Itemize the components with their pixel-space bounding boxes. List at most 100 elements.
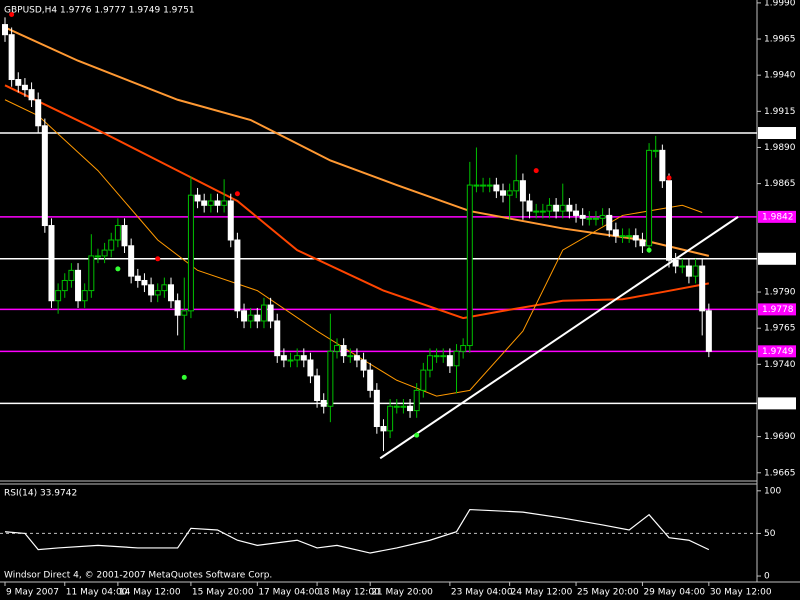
candle-body xyxy=(380,426,387,432)
candle-body xyxy=(340,345,347,357)
candle-body xyxy=(41,125,48,227)
candle-body xyxy=(161,284,168,292)
x-tick-label: 24 May 12:00 xyxy=(511,588,573,598)
candle-body xyxy=(413,389,420,412)
candle-body xyxy=(692,265,699,277)
candle-body xyxy=(639,239,646,247)
candle-body xyxy=(646,149,653,247)
y-tick-label: 1.9690 xyxy=(764,432,796,442)
candle-body xyxy=(68,269,75,281)
chart-title: GBPUSD,H4 1.9776 1.9777 1.9749 1.9751 xyxy=(4,6,195,16)
candle-body xyxy=(599,214,606,219)
y-tick-label: 1.9790 xyxy=(764,288,796,298)
y-tick-label: 1.9990 xyxy=(764,0,796,8)
candle-body xyxy=(287,359,294,362)
candle-body xyxy=(55,290,62,302)
candle-body xyxy=(214,200,221,206)
fractal-dot xyxy=(9,11,15,17)
x-tick-label: 11 May 04:00 xyxy=(66,588,128,598)
candle-body xyxy=(453,350,460,367)
candle-body xyxy=(426,355,433,371)
candle-body xyxy=(254,314,261,322)
candle-body xyxy=(480,184,487,187)
candle-body xyxy=(154,290,161,296)
candle-body xyxy=(606,214,613,231)
level-label: 1.9778 xyxy=(762,305,794,315)
fractal-dot xyxy=(666,175,672,181)
candle-body xyxy=(181,310,188,316)
candle-body xyxy=(612,229,619,237)
candle-body xyxy=(15,79,22,86)
moving-average xyxy=(4,99,703,397)
candle-body xyxy=(307,359,314,377)
candle-body xyxy=(699,265,706,312)
candle-body xyxy=(579,214,586,219)
candle-body xyxy=(659,149,666,182)
candle-body xyxy=(652,149,659,152)
fractal-dot xyxy=(181,374,187,380)
candle-body xyxy=(486,184,493,187)
candle-body xyxy=(234,239,241,312)
candle-body xyxy=(48,225,55,302)
candle-body xyxy=(705,310,712,352)
x-tick-label: 14 May 12:00 xyxy=(119,588,181,598)
candle-body xyxy=(194,194,201,202)
candle-body xyxy=(260,304,267,322)
candle-body xyxy=(393,405,400,408)
y-tick-label: 1.9890 xyxy=(764,143,796,153)
candle-body xyxy=(460,345,467,352)
candle-body xyxy=(500,190,506,196)
level-label-box xyxy=(758,397,796,410)
candle-body xyxy=(134,275,141,281)
level-label-box xyxy=(758,345,796,358)
candle-body xyxy=(685,265,692,277)
candle-body xyxy=(35,99,42,127)
level-label: 1.9749 xyxy=(762,347,794,357)
candle-body xyxy=(400,405,407,408)
trendline xyxy=(379,216,739,460)
x-tick-label: 18 May 12:00 xyxy=(318,588,380,598)
candle-body xyxy=(573,210,580,216)
candle-body xyxy=(586,217,593,220)
candle-body xyxy=(672,259,679,267)
candle-body xyxy=(367,369,374,391)
candle-body xyxy=(566,204,573,212)
candle-body xyxy=(101,249,108,257)
candle-body xyxy=(353,355,360,361)
y-tick-label: 1.9965 xyxy=(764,35,796,45)
x-tick-label: 23 May 04:00 xyxy=(451,588,513,598)
candle-body xyxy=(294,355,301,361)
x-tick-label: 29 May 04:00 xyxy=(643,588,705,598)
candle-body xyxy=(148,284,155,296)
candle-body xyxy=(267,304,274,322)
candle-body xyxy=(168,284,174,302)
candle-body xyxy=(513,180,520,192)
candle-body xyxy=(632,235,639,241)
x-tick-label: 21 May 20:00 xyxy=(371,588,433,598)
candle-body xyxy=(619,235,626,238)
candle-body xyxy=(387,405,394,432)
candle-body xyxy=(241,310,248,322)
y-tick-label: 50 xyxy=(764,529,776,539)
y-tick-label: 1.9865 xyxy=(764,179,796,189)
level-label: 1.9813 xyxy=(762,254,794,264)
candle-body xyxy=(187,194,194,312)
candle-body xyxy=(8,34,15,81)
candle-body xyxy=(592,217,599,220)
level-label-box xyxy=(758,303,796,316)
candle-body xyxy=(300,355,307,361)
candle-body xyxy=(327,350,334,407)
candle-body xyxy=(420,369,427,391)
candle-body xyxy=(227,200,234,241)
x-tick-label: 17 May 04:00 xyxy=(258,588,320,598)
y-tick-label: 0 xyxy=(764,572,770,582)
candle-body xyxy=(546,204,553,212)
candle-body xyxy=(539,210,546,213)
candle-body xyxy=(88,255,95,292)
candle-body xyxy=(347,355,354,358)
y-tick-label: 100 xyxy=(764,486,781,496)
level-label-box xyxy=(758,127,796,140)
level-label: 1.9713 xyxy=(762,399,794,409)
candle-body xyxy=(314,375,321,401)
candle-body xyxy=(526,200,533,212)
